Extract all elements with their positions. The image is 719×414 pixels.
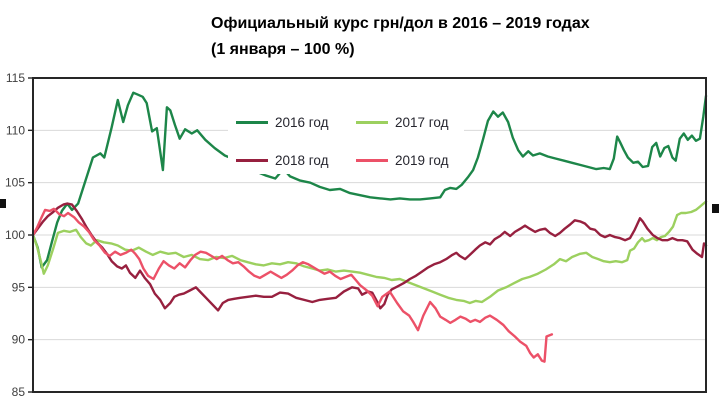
legend-item-2019[interactable]: 2019 год <box>356 152 449 168</box>
series-line-2019 <box>31 207 554 363</box>
series-line-2017 <box>31 200 708 305</box>
legend-swatch-2017 <box>356 120 388 124</box>
legend: 2016 год 2017 год 2018 год 2019 год <box>228 106 464 174</box>
legend-label-2017: 2017 год <box>395 114 449 130</box>
y-tick-label-90: 90 <box>12 333 26 347</box>
legend-label-2019: 2019 год <box>395 152 449 168</box>
y-tick-label-105: 105 <box>5 176 25 190</box>
y-tick-label-110: 110 <box>6 123 25 137</box>
legend-label-2016: 2016 год <box>275 114 329 130</box>
legend-item-2017[interactable]: 2017 год <box>356 114 449 130</box>
legend-item-2016[interactable]: 2016 год <box>236 114 329 130</box>
chart-title: Официальный курс грн/дол в 2016 – 2019 г… <box>211 15 590 32</box>
legend-item-2018[interactable]: 2018 год <box>236 152 329 168</box>
legend-swatch-2018 <box>236 158 268 162</box>
resize-handle-right[interactable] <box>712 204 719 213</box>
chart-subtitle: (1 января – 100 %) <box>211 41 355 58</box>
y-tick-label-115: 115 <box>6 71 25 85</box>
chart-title-block: Официальный курс грн/дол в 2016 – 2019 г… <box>211 11 681 63</box>
series-line-2016 <box>31 91 708 269</box>
y-tick-label-100: 100 <box>5 228 25 242</box>
legend-swatch-2016 <box>236 120 268 124</box>
legend-swatch-2019 <box>356 158 388 162</box>
resize-handle-left[interactable] <box>0 199 6 208</box>
legend-label-2018: 2018 год <box>275 152 329 168</box>
y-tick-label-85: 85 <box>12 385 26 399</box>
y-tick-label-95: 95 <box>12 280 26 294</box>
